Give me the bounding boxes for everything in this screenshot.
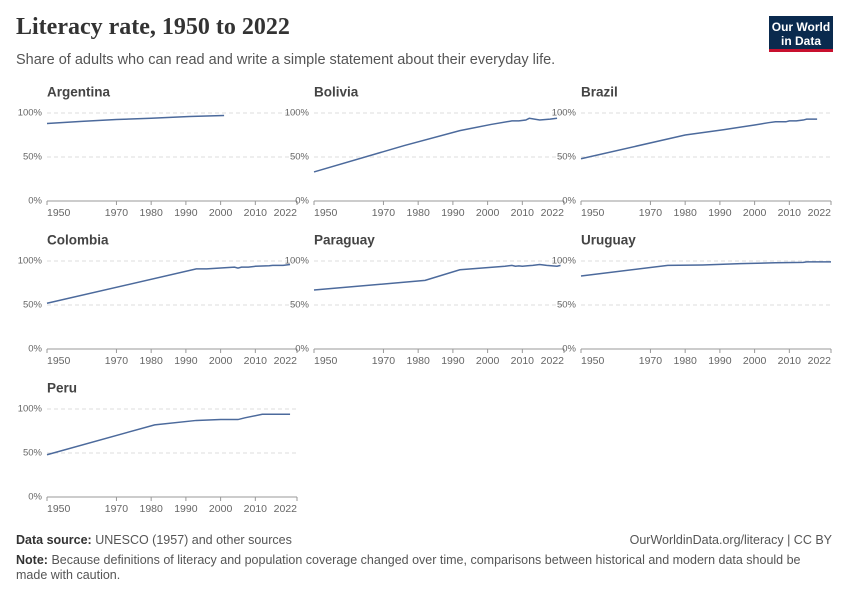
x-tick-label: 1980: [406, 355, 430, 367]
note: Note: Because definitions of literacy an…: [16, 553, 831, 583]
data-line: [46, 263, 291, 304]
x-tick-label: 1950: [47, 355, 71, 367]
x-tick-label: 2010: [244, 503, 268, 515]
x-tick-label: 2022: [274, 503, 298, 515]
y-tick-label: 0%: [562, 344, 576, 355]
x-tick-label: 2010: [244, 207, 268, 219]
y-tick-label: 100%: [18, 108, 43, 119]
note-label: Note:: [16, 553, 48, 567]
data-line: [580, 261, 831, 277]
panel-title: Bolivia: [314, 85, 359, 100]
x-tick-label: 1970: [639, 355, 663, 367]
y-tick-label: 50%: [290, 300, 310, 311]
x-tick-label: 2000: [209, 355, 233, 367]
x-tick-label: 1950: [314, 355, 338, 367]
y-tick-label: 100%: [18, 256, 43, 267]
data-line: [313, 117, 558, 173]
panel-title: Brazil: [581, 85, 618, 100]
y-tick-label: 0%: [295, 196, 309, 207]
x-tick-label: 1950: [314, 207, 338, 219]
y-tick-label: 100%: [552, 108, 577, 119]
x-tick-label: 1970: [105, 207, 129, 219]
title: Literacy rate, 1950 to 2022: [16, 14, 290, 40]
x-tick-label: 1970: [105, 503, 129, 515]
x-tick-label: 2022: [808, 355, 832, 367]
y-tick-label: 0%: [28, 492, 42, 503]
y-tick-label: 50%: [23, 300, 43, 311]
x-tick-label: 1980: [139, 503, 163, 515]
y-tick-label: 50%: [290, 152, 310, 163]
x-tick-label: 1980: [139, 355, 163, 367]
x-tick-label: 1980: [673, 355, 697, 367]
x-tick-label: 1990: [174, 355, 198, 367]
y-tick-label: 50%: [23, 152, 43, 163]
x-tick-label: 1970: [372, 207, 396, 219]
y-tick-label: 100%: [285, 108, 310, 119]
x-tick-label: 1970: [639, 207, 663, 219]
y-tick-label: 50%: [23, 448, 43, 459]
logo[interactable]: Our World in Data: [769, 16, 833, 52]
x-tick-label: 1980: [406, 207, 430, 219]
x-tick-label: 2000: [476, 207, 500, 219]
x-tick-label: 1990: [708, 355, 732, 367]
x-tick-label: 1950: [47, 503, 71, 515]
x-tick-label: 2000: [209, 503, 233, 515]
x-tick-label: 2000: [743, 207, 767, 219]
link[interactable]: OurWorldinData.org/literacy | CC BY: [629, 533, 832, 547]
x-tick-label: 2000: [209, 207, 233, 219]
data-line: [580, 118, 818, 160]
data-line: [46, 413, 291, 456]
panel-title: Colombia: [47, 233, 109, 248]
y-tick-label: 0%: [28, 344, 42, 355]
x-tick-label: 1950: [47, 207, 71, 219]
x-tick-label: 2000: [476, 355, 500, 367]
x-tick-label: 1980: [139, 207, 163, 219]
y-tick-label: 100%: [18, 404, 43, 415]
x-tick-label: 1950: [581, 207, 605, 219]
note-text: Because definitions of literacy and popu…: [16, 553, 801, 582]
x-tick-label: 1990: [708, 207, 732, 219]
x-tick-label: 2010: [244, 355, 268, 367]
data-line: [313, 263, 561, 291]
x-tick-label: 2010: [511, 355, 535, 367]
subtitle: Share of adults who can read and write a…: [16, 52, 556, 68]
y-tick-label: 100%: [285, 256, 310, 267]
x-tick-label: 2010: [778, 355, 802, 367]
x-tick-label: 2022: [274, 355, 298, 367]
x-tick-label: 1990: [441, 207, 465, 219]
x-tick-label: 2010: [511, 207, 535, 219]
x-tick-label: 2022: [274, 207, 298, 219]
source-label: Data source:: [16, 533, 92, 547]
x-tick-label: 1970: [105, 355, 129, 367]
y-tick-label: 0%: [562, 196, 576, 207]
y-tick-label: 100%: [552, 256, 577, 267]
x-tick-label: 2022: [541, 207, 565, 219]
x-tick-label: 2010: [778, 207, 802, 219]
source: Data source: UNESCO (1957) and other sou…: [16, 533, 292, 547]
panel-title: Paraguay: [314, 233, 375, 248]
x-tick-label: 2022: [808, 207, 832, 219]
x-tick-label: 1990: [174, 207, 198, 219]
x-tick-label: 1990: [441, 355, 465, 367]
x-tick-label: 2022: [541, 355, 565, 367]
panel-title: Uruguay: [581, 233, 636, 248]
y-tick-label: 0%: [295, 344, 309, 355]
x-tick-label: 1980: [673, 207, 697, 219]
data-line: [46, 114, 225, 125]
panel-title: Argentina: [47, 85, 110, 100]
panel-title: Peru: [47, 381, 77, 396]
x-tick-label: 1990: [174, 503, 198, 515]
y-tick-label: 50%: [557, 152, 577, 163]
charts: Argentina 0% 50% 100% 1950 1970 1980 1990 2000 20…: [18, 85, 832, 515]
source-text: UNESCO (1957) and other sources: [95, 533, 292, 547]
x-tick-label: 1970: [372, 355, 396, 367]
y-tick-label: 0%: [28, 196, 42, 207]
x-tick-label: 1950: [581, 355, 605, 367]
y-tick-label: 50%: [557, 300, 577, 311]
x-tick-label: 2000: [743, 355, 767, 367]
